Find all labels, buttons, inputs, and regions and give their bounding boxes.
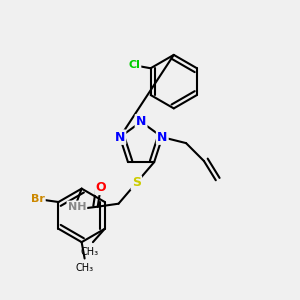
Text: N: N	[157, 131, 167, 144]
Text: Br: Br	[31, 194, 45, 204]
Text: N: N	[115, 131, 125, 144]
Text: Cl: Cl	[128, 60, 140, 70]
Text: O: O	[95, 181, 106, 194]
Text: CH₃: CH₃	[76, 263, 94, 273]
Text: CH₃: CH₃	[81, 247, 99, 256]
Text: N: N	[136, 115, 146, 128]
Text: NH: NH	[68, 202, 86, 212]
Text: S: S	[132, 176, 141, 189]
